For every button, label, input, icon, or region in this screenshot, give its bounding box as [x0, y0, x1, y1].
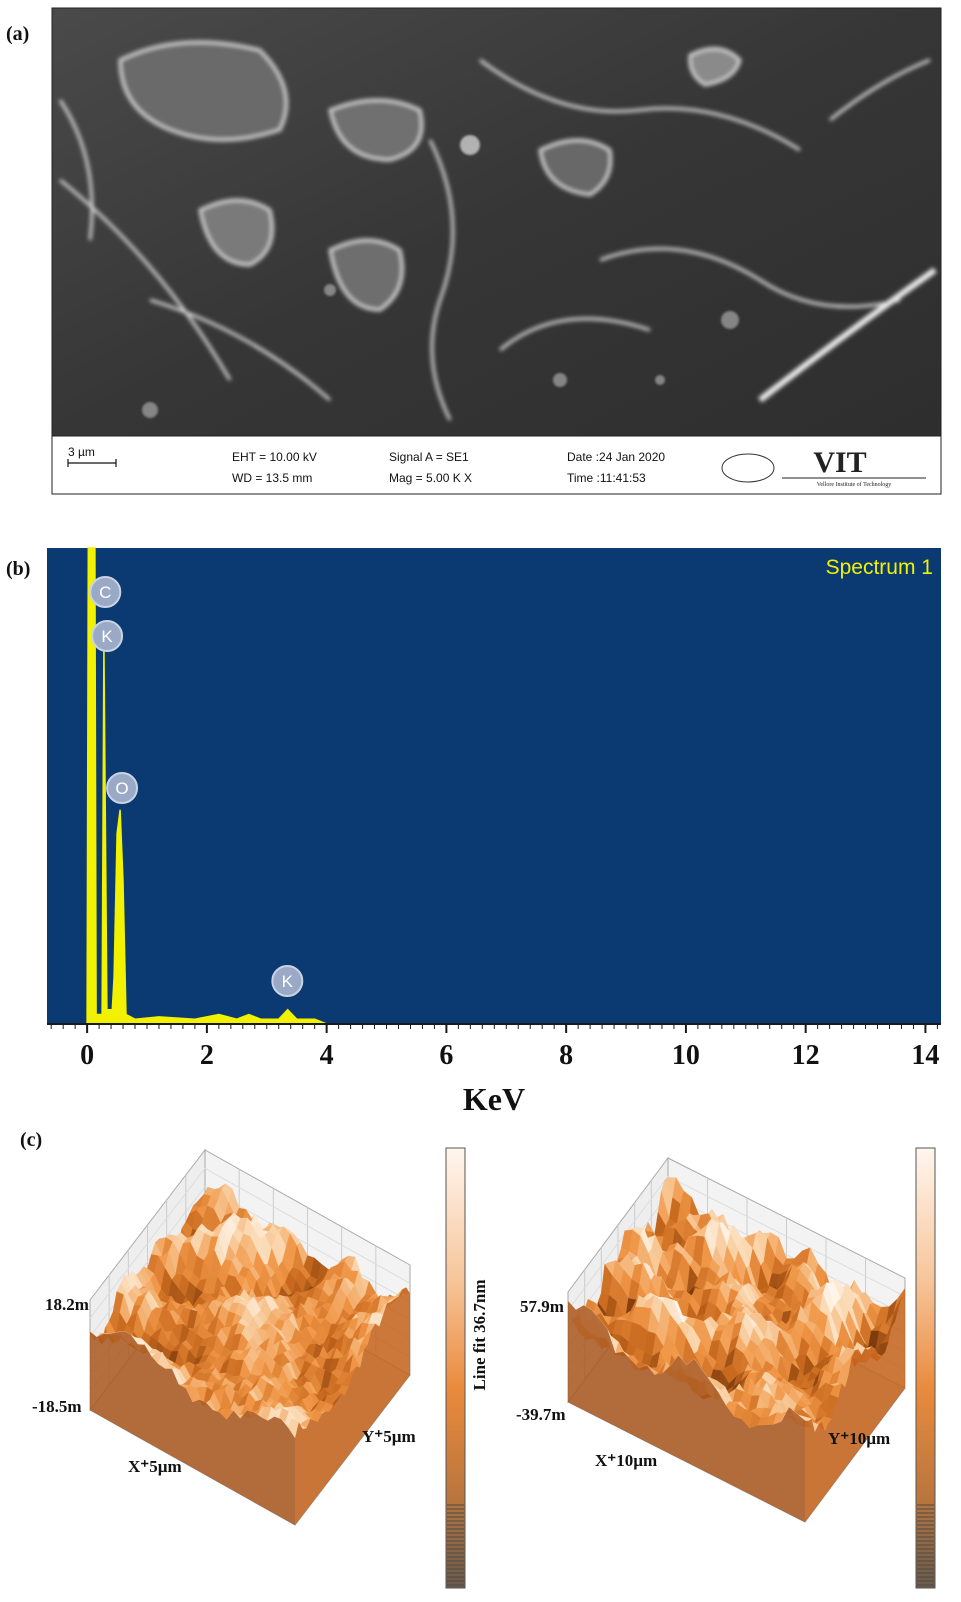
info-text: Signal A = SE1 — [389, 450, 469, 464]
info-text: Date :24 Jan 2020 — [567, 450, 665, 464]
logo: VIT — [813, 446, 866, 479]
z-min-label: -39.7m — [516, 1405, 566, 1424]
panel-label: (b) — [6, 558, 30, 580]
logo-subtitle: Vellore Institute of Technology — [817, 481, 892, 488]
peak-label: C — [99, 583, 111, 602]
x-tick-label: 4 — [320, 1040, 334, 1071]
afm-panels — [90, 1150, 905, 1525]
x-axis-label: X⁺10µm — [595, 1451, 657, 1470]
z-min-label: -18.5m — [32, 1397, 82, 1416]
x-axis-title: KeV — [463, 1081, 525, 1117]
legend-label: Spectrum 1 — [826, 556, 933, 579]
info-text: Mag = 5.00 K X — [389, 471, 472, 485]
panel-label: (a) — [6, 23, 29, 45]
y-axis-label: Y⁺10µm — [828, 1429, 890, 1448]
figure: (a) 3 µm EHT = — [0, 0, 961, 1602]
panel-label: (c) — [20, 1129, 42, 1151]
peak-label: K — [282, 972, 294, 991]
x-tick-label: 0 — [80, 1040, 94, 1071]
eds-spectrum: Spectrum 1 C K O K 0 2 4 6 8 10 12 14 KeV — [47, 548, 941, 1117]
x-tick-label: 8 — [559, 1040, 573, 1071]
x-tick-label: 14 — [911, 1040, 939, 1071]
colorbar-stripes — [447, 1505, 934, 1585]
peak-label: K — [101, 627, 113, 646]
y-axis-label: Y⁺5µm — [362, 1427, 416, 1446]
info-text: EHT = 10.00 kV — [232, 450, 317, 464]
info-text: Time :11:41:53 — [567, 471, 646, 485]
peak-label: O — [115, 779, 128, 798]
z-max-label: 18.2m — [45, 1295, 89, 1314]
sem-image — [52, 8, 941, 436]
x-tick-label: 2 — [200, 1040, 214, 1071]
info-text: WD = 13.5 mm — [232, 471, 312, 485]
plot-background — [47, 548, 941, 1024]
z-max-label: 57.9m — [520, 1297, 564, 1316]
x-tick-label: 10 — [672, 1040, 700, 1071]
colorbar-label: Line fit 36.7nm — [470, 1280, 489, 1391]
x-tick-label: 6 — [439, 1040, 453, 1071]
x-tick-label: 12 — [792, 1040, 820, 1071]
sem-info-bar: 3 µm EHT = 10.00 kV WD = 13.5 mm Signal … — [52, 436, 941, 494]
x-axis-label: X⁺5µm — [128, 1457, 182, 1476]
scale-bar-label: 3 µm — [68, 445, 95, 459]
